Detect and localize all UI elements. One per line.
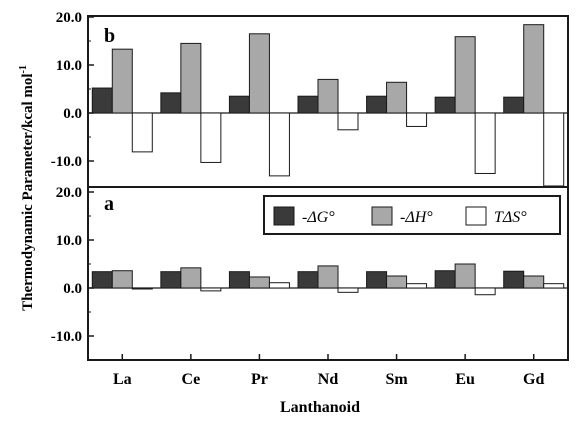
bar-dg-nd-panel-a (297, 271, 319, 289)
bar-dh-pr-panel-a (248, 276, 270, 289)
x-tick-label: Gd (523, 371, 544, 388)
y-tick-label: 0.0 (63, 106, 82, 122)
legend: -ΔG° -ΔH° TΔS° (263, 195, 561, 235)
bar-tds-ce-panel-b (200, 112, 222, 163)
x-tick-label: Eu (455, 371, 475, 388)
bar-dh-nd-panel-b (317, 78, 339, 114)
bar-dh-la-panel-a (111, 270, 133, 289)
bar-dh-pr-panel-b (248, 33, 270, 114)
bar-tds-pr-panel-b (268, 112, 290, 177)
panel-label-b: b (104, 25, 115, 47)
bar-dg-la-panel-a (91, 271, 113, 289)
legend-swatch-dh (371, 206, 393, 226)
x-tick-label: Pr (251, 371, 268, 388)
bar-dh-sm-panel-b (386, 81, 408, 114)
bar-dh-nd-panel-a (317, 265, 339, 289)
x-tick-label: Nd (318, 371, 339, 388)
bar-dh-ce-panel-a (180, 267, 202, 289)
bar-tds-sm-panel-b (406, 112, 428, 127)
bar-dh-gd-panel-b (523, 24, 545, 114)
bar-tds-la-panel-a (131, 287, 153, 290)
bar-dg-ce-panel-b (160, 92, 182, 114)
x-tick-label: La (113, 371, 132, 388)
bar-tds-gd-panel-b (543, 112, 565, 187)
bar-dg-eu-panel-b (434, 96, 456, 114)
bar-dh-ce-panel-b (180, 42, 202, 114)
legend-swatch-dg (273, 206, 295, 226)
x-axis-title: Lanthanoid (280, 399, 360, 416)
bar-tds-sm-panel-a (406, 283, 428, 289)
bar-tds-ce-panel-a (200, 287, 222, 292)
bar-dg-gd-panel-a (503, 270, 525, 289)
y-axis-title-text: Thermodynamic Parameter/kcal mol (20, 73, 36, 310)
bar-tds-pr-panel-a (268, 282, 290, 289)
x-tick-label: Ce (182, 371, 201, 388)
bar-dh-eu-panel-a (454, 263, 476, 289)
bar-dg-sm-panel-a (366, 271, 388, 289)
bar-dg-sm-panel-b (366, 95, 388, 114)
y-axis-title: Thermodynamic Parameter/kcal mol-1 (18, 65, 36, 311)
y-tick-label: 20.0 (56, 185, 82, 201)
y-axis-title-superscript: -1 (18, 65, 29, 73)
bar-dg-pr-panel-b (228, 95, 250, 114)
legend-label-dg: -ΔG° (302, 209, 335, 226)
marks-layer (91, 24, 565, 296)
bar-dh-eu-panel-b (454, 36, 476, 114)
y-tick-label: -10.0 (51, 154, 82, 170)
y-tick-label: 0.0 (63, 281, 82, 297)
legend-box (263, 195, 561, 235)
bar-dh-la-panel-b (111, 48, 133, 114)
bar-tds-la-panel-b (131, 112, 153, 153)
bar-dh-sm-panel-a (386, 275, 408, 289)
y-tick-label: -10.0 (51, 329, 82, 345)
bar-dg-nd-panel-b (297, 95, 319, 114)
legend-label-dh: -ΔH° (400, 209, 433, 226)
bar-dg-pr-panel-a (228, 271, 250, 289)
bar-dh-gd-panel-a (523, 275, 545, 289)
bar-tds-nd-panel-a (337, 287, 359, 293)
legend-swatch-tds (465, 206, 487, 226)
bar-tds-eu-panel-b (474, 112, 496, 174)
bar-tds-gd-panel-a (543, 283, 565, 289)
panel-label-a: a (104, 193, 114, 215)
bar-tds-nd-panel-b (337, 112, 359, 131)
bar-tds-eu-panel-a (474, 287, 496, 296)
bar-dg-gd-panel-b (503, 96, 525, 114)
legend-label-tds: TΔS° (494, 209, 527, 226)
bar-dg-la-panel-b (91, 87, 113, 114)
y-tick-label: 20.0 (56, 10, 82, 26)
x-tick-label: Sm (385, 371, 408, 388)
y-tick-label: 10.0 (56, 233, 82, 249)
bar-dg-ce-panel-a (160, 271, 182, 289)
y-tick-label: 10.0 (56, 58, 82, 74)
bar-dg-eu-panel-a (434, 270, 456, 289)
